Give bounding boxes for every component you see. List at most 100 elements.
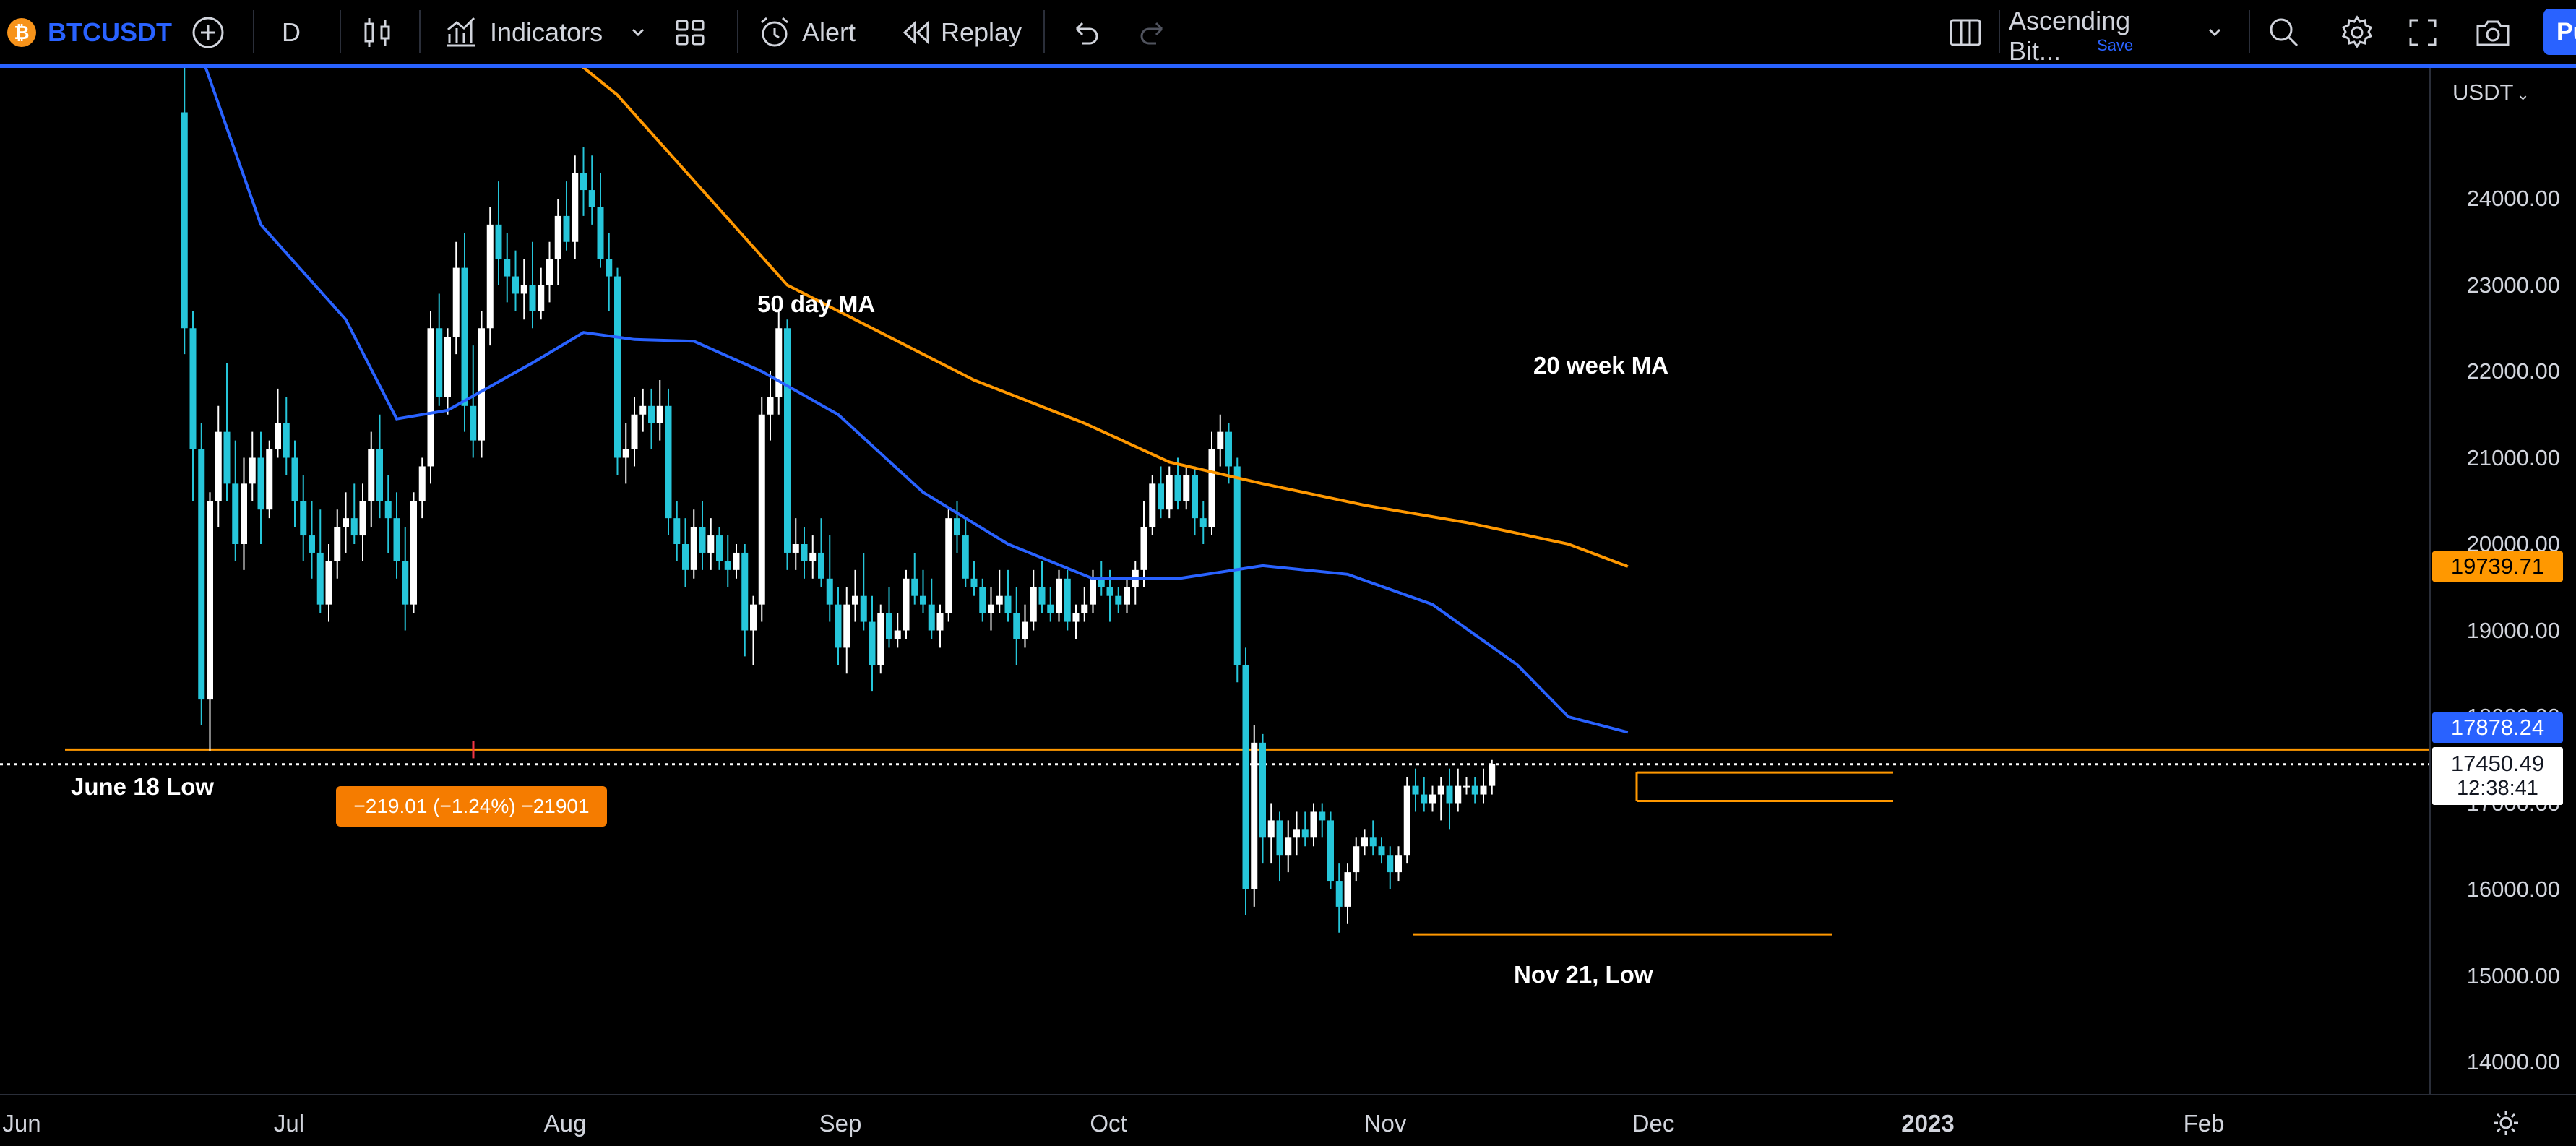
candle[interactable] [1259,733,1266,864]
candle[interactable] [775,311,783,415]
candle[interactable] [1242,647,1249,915]
fullscreen-button[interactable] [2406,0,2439,64]
candle[interactable] [758,397,765,622]
ma50-line[interactable] [176,0,1629,734]
chart-type-button[interactable] [361,0,395,64]
candle[interactable] [1013,587,1020,665]
candle[interactable] [767,371,774,441]
candle[interactable] [546,241,553,303]
candle[interactable] [1285,820,1292,873]
candle[interactable] [707,518,715,570]
candle[interactable] [1267,803,1275,864]
candle[interactable] [1463,777,1470,795]
candle[interactable] [631,397,638,467]
publish-button[interactable]: Pu [2543,9,2576,55]
compare-symbol-button[interactable] [189,0,227,64]
candle[interactable] [928,578,935,639]
candle[interactable] [1158,466,1164,519]
candle[interactable] [1140,501,1147,587]
candle[interactable] [1081,587,1088,622]
candle[interactable] [1489,759,1496,795]
candle[interactable] [970,561,978,596]
candle[interactable] [1208,431,1215,536]
time-scale[interactable]: Jun Jul Aug Sep Oct Nov Dec 2023 Feb [0,1094,2576,1146]
candle[interactable] [1387,846,1394,889]
candle[interactable] [945,509,952,622]
candle[interactable] [877,604,884,674]
candle[interactable] [903,569,910,639]
candle[interactable] [886,587,892,648]
chart-pane[interactable]: 50 day MA 20 week MA June 18 Low Nov 21,… [0,0,2429,1094]
ma50-annotation[interactable]: 50 day MA [757,290,876,317]
candle[interactable] [393,492,400,579]
layout-name-button[interactable]: Ascending Bit... Save [2009,6,2182,66]
candle[interactable] [911,552,918,605]
candle[interactable] [792,518,799,570]
candle[interactable] [495,181,502,285]
candle[interactable] [207,492,213,751]
candle[interactable] [1301,811,1309,847]
candle[interactable] [1149,475,1156,536]
candle[interactable] [1199,501,1207,544]
candle[interactable] [1225,423,1232,484]
candle[interactable] [410,492,417,613]
redo-button[interactable] [1137,0,1171,64]
candle[interactable] [665,388,672,536]
candle[interactable] [639,388,647,432]
ma20w-annotation[interactable]: 20 week MA [1533,352,1669,379]
candle[interactable] [325,544,332,622]
candle[interactable] [1403,777,1410,864]
candle[interactable] [1166,466,1173,519]
candle[interactable] [809,535,817,579]
search-button[interactable] [2266,0,2302,64]
candle[interactable] [436,293,443,406]
candle[interactable] [223,363,231,501]
candle[interactable] [1395,846,1402,882]
candle[interactable] [656,379,663,441]
candle[interactable] [1310,803,1317,847]
candle[interactable] [784,319,791,570]
candle[interactable] [343,492,349,553]
candle[interactable] [376,414,383,519]
candle[interactable] [316,509,324,613]
nov-low-annotation[interactable]: Nov 21, Low [1514,961,1653,988]
layouts-button[interactable] [673,0,707,64]
candle[interactable] [818,518,824,587]
candle[interactable] [1047,587,1054,622]
candle[interactable] [300,475,307,561]
candle[interactable] [1319,803,1326,838]
candle[interactable] [529,241,536,329]
candle[interactable] [368,431,375,527]
june-low-annotation[interactable]: June 18 Low [71,773,215,800]
candle[interactable] [241,457,247,570]
candle[interactable] [309,501,315,579]
candle[interactable] [486,207,494,346]
candle[interactable] [716,527,723,570]
candle[interactable] [1064,569,1071,631]
candle[interactable] [852,569,858,622]
candle[interactable] [750,595,757,665]
candle[interactable] [733,544,740,579]
candle[interactable] [1183,466,1190,510]
candle[interactable] [1030,569,1037,631]
candle[interactable] [1421,777,1428,812]
candle[interactable] [962,518,969,587]
candle[interactable] [359,483,366,561]
candle[interactable] [936,604,944,648]
candle[interactable] [461,233,468,432]
candle[interactable] [1344,863,1351,924]
candle[interactable] [1361,829,1368,856]
candle[interactable] [860,552,867,631]
candle[interactable] [622,423,629,484]
candle[interactable] [1132,561,1139,605]
candle[interactable] [189,311,197,501]
candle[interactable] [1251,725,1258,907]
candle[interactable] [894,613,901,648]
candle[interactable] [512,250,519,311]
candle[interactable] [291,440,298,527]
candle[interactable] [690,509,697,579]
candle[interactable] [283,397,290,475]
candle[interactable] [1293,811,1300,856]
candle[interactable] [249,431,256,501]
candle[interactable] [554,199,561,285]
